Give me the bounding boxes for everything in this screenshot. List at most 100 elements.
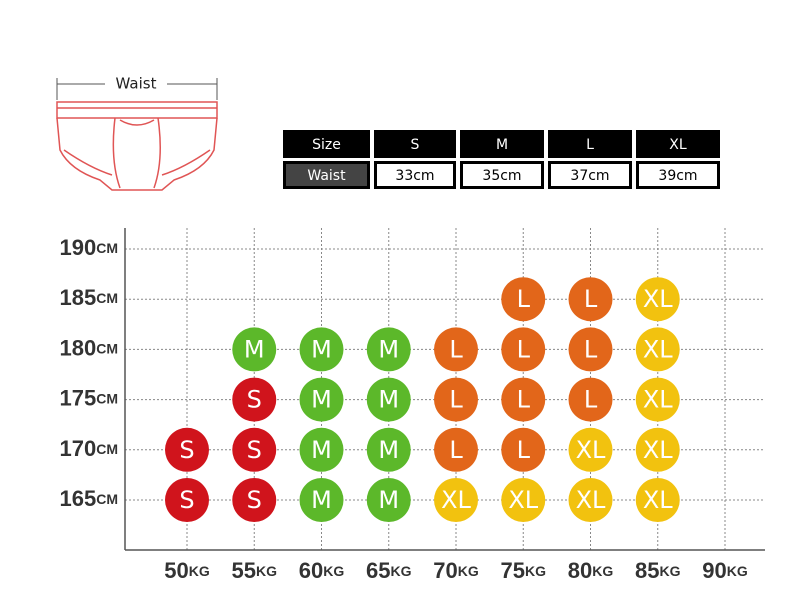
size-text: XL — [643, 285, 673, 313]
row-cell — [548, 161, 632, 189]
row-cell — [374, 161, 456, 189]
size-text: L — [584, 386, 598, 414]
size-badge — [501, 277, 546, 322]
size-badge — [635, 277, 680, 322]
size-text: L — [584, 335, 598, 363]
height-unit: CM — [96, 340, 118, 356]
size-text: L — [449, 335, 463, 363]
size-badge — [232, 478, 277, 522]
size-badge — [568, 277, 613, 322]
size-text: M — [378, 386, 399, 414]
weight-unit: KG — [659, 563, 680, 579]
weight-label: 75KG — [501, 558, 547, 583]
size-badge — [568, 377, 613, 422]
weight-value: 50 — [164, 558, 188, 583]
weight-unit: KG — [727, 563, 748, 579]
size-text: L — [449, 436, 463, 464]
row-cell — [460, 161, 544, 189]
size-badge — [434, 427, 478, 472]
size-text: L — [517, 285, 531, 313]
size-badge — [501, 327, 546, 372]
size-badge — [165, 478, 209, 522]
row-text: 37cm — [570, 168, 609, 184]
height-unit: CM — [96, 441, 118, 457]
size-badge — [165, 427, 209, 472]
weight-unit: KG — [256, 563, 277, 579]
weight-value: 90 — [702, 558, 726, 583]
weight-value: 75 — [501, 558, 525, 583]
size-text: XL — [643, 436, 673, 464]
weight-label: 60KG — [299, 558, 345, 583]
weight-value: 65 — [366, 558, 390, 583]
height-value: 170 — [60, 436, 97, 461]
height-value: 165 — [60, 486, 97, 511]
size-badge — [434, 478, 478, 522]
height-label: 175CM — [60, 385, 119, 410]
header-text: Size — [312, 137, 341, 153]
waist-dimension — [56, 78, 218, 100]
weight-label: 65KG — [366, 558, 412, 583]
briefs-illustration — [56, 101, 218, 191]
size-text: M — [311, 486, 332, 514]
size-badge — [501, 478, 546, 522]
size-text: XL — [576, 436, 606, 464]
weight-value: 60 — [299, 558, 323, 583]
size-badge — [501, 427, 546, 472]
size-badge — [501, 377, 546, 422]
size-badge — [635, 327, 680, 372]
size-text: M — [311, 386, 332, 414]
weight-value: 55 — [232, 558, 256, 583]
size-badge — [299, 427, 344, 472]
size-badge — [635, 377, 680, 422]
weight-unit: KG — [323, 563, 344, 579]
height-label: 165CM — [60, 486, 119, 511]
size-text: L — [584, 285, 598, 313]
height-value: 185 — [60, 285, 97, 310]
header-cell — [636, 130, 720, 158]
row-text: 39cm — [658, 168, 697, 184]
height-value: 175 — [60, 385, 97, 410]
size-text: L — [517, 335, 531, 363]
size-text: M — [378, 436, 399, 464]
size-badge — [232, 327, 277, 372]
height-unit: CM — [96, 290, 118, 306]
weight-value: 70 — [433, 558, 457, 583]
size-text: S — [179, 436, 194, 464]
weight-unit: KG — [390, 563, 411, 579]
size-text: L — [517, 436, 531, 464]
row-text: Waist — [307, 168, 346, 184]
row-cell — [636, 161, 720, 189]
size-text: S — [247, 486, 262, 514]
row-cell — [283, 161, 370, 189]
size-text: M — [311, 335, 332, 363]
size-text: M — [311, 436, 332, 464]
size-badge — [232, 377, 277, 422]
header-text: M — [496, 137, 508, 153]
size-badge — [232, 427, 277, 472]
size-badge — [299, 478, 344, 522]
size-table: Size S M L XL Waist 33cm 35cm 37cm 39cm — [283, 130, 720, 189]
weight-label: 50KG — [164, 558, 210, 583]
header-text: XL — [669, 137, 687, 153]
header-text: S — [411, 137, 420, 153]
height-label: 190CM — [60, 235, 119, 260]
size-text: XL — [643, 335, 673, 363]
size-badge — [568, 327, 613, 372]
weight-unit: KG — [189, 563, 210, 579]
height-unit: CM — [96, 390, 118, 406]
height-unit: CM — [96, 240, 118, 256]
height-value: 190 — [60, 235, 97, 260]
size-badge — [366, 327, 411, 372]
size-text: XL — [576, 486, 606, 514]
waist-label: Waist — [116, 75, 157, 93]
weight-unit: KG — [525, 563, 546, 579]
size-text: L — [449, 386, 463, 414]
size-badge — [366, 478, 411, 522]
size-badge — [635, 427, 680, 472]
size-text: XL — [643, 486, 673, 514]
row-text: 33cm — [395, 168, 434, 184]
weight-label: 80KG — [568, 558, 614, 583]
